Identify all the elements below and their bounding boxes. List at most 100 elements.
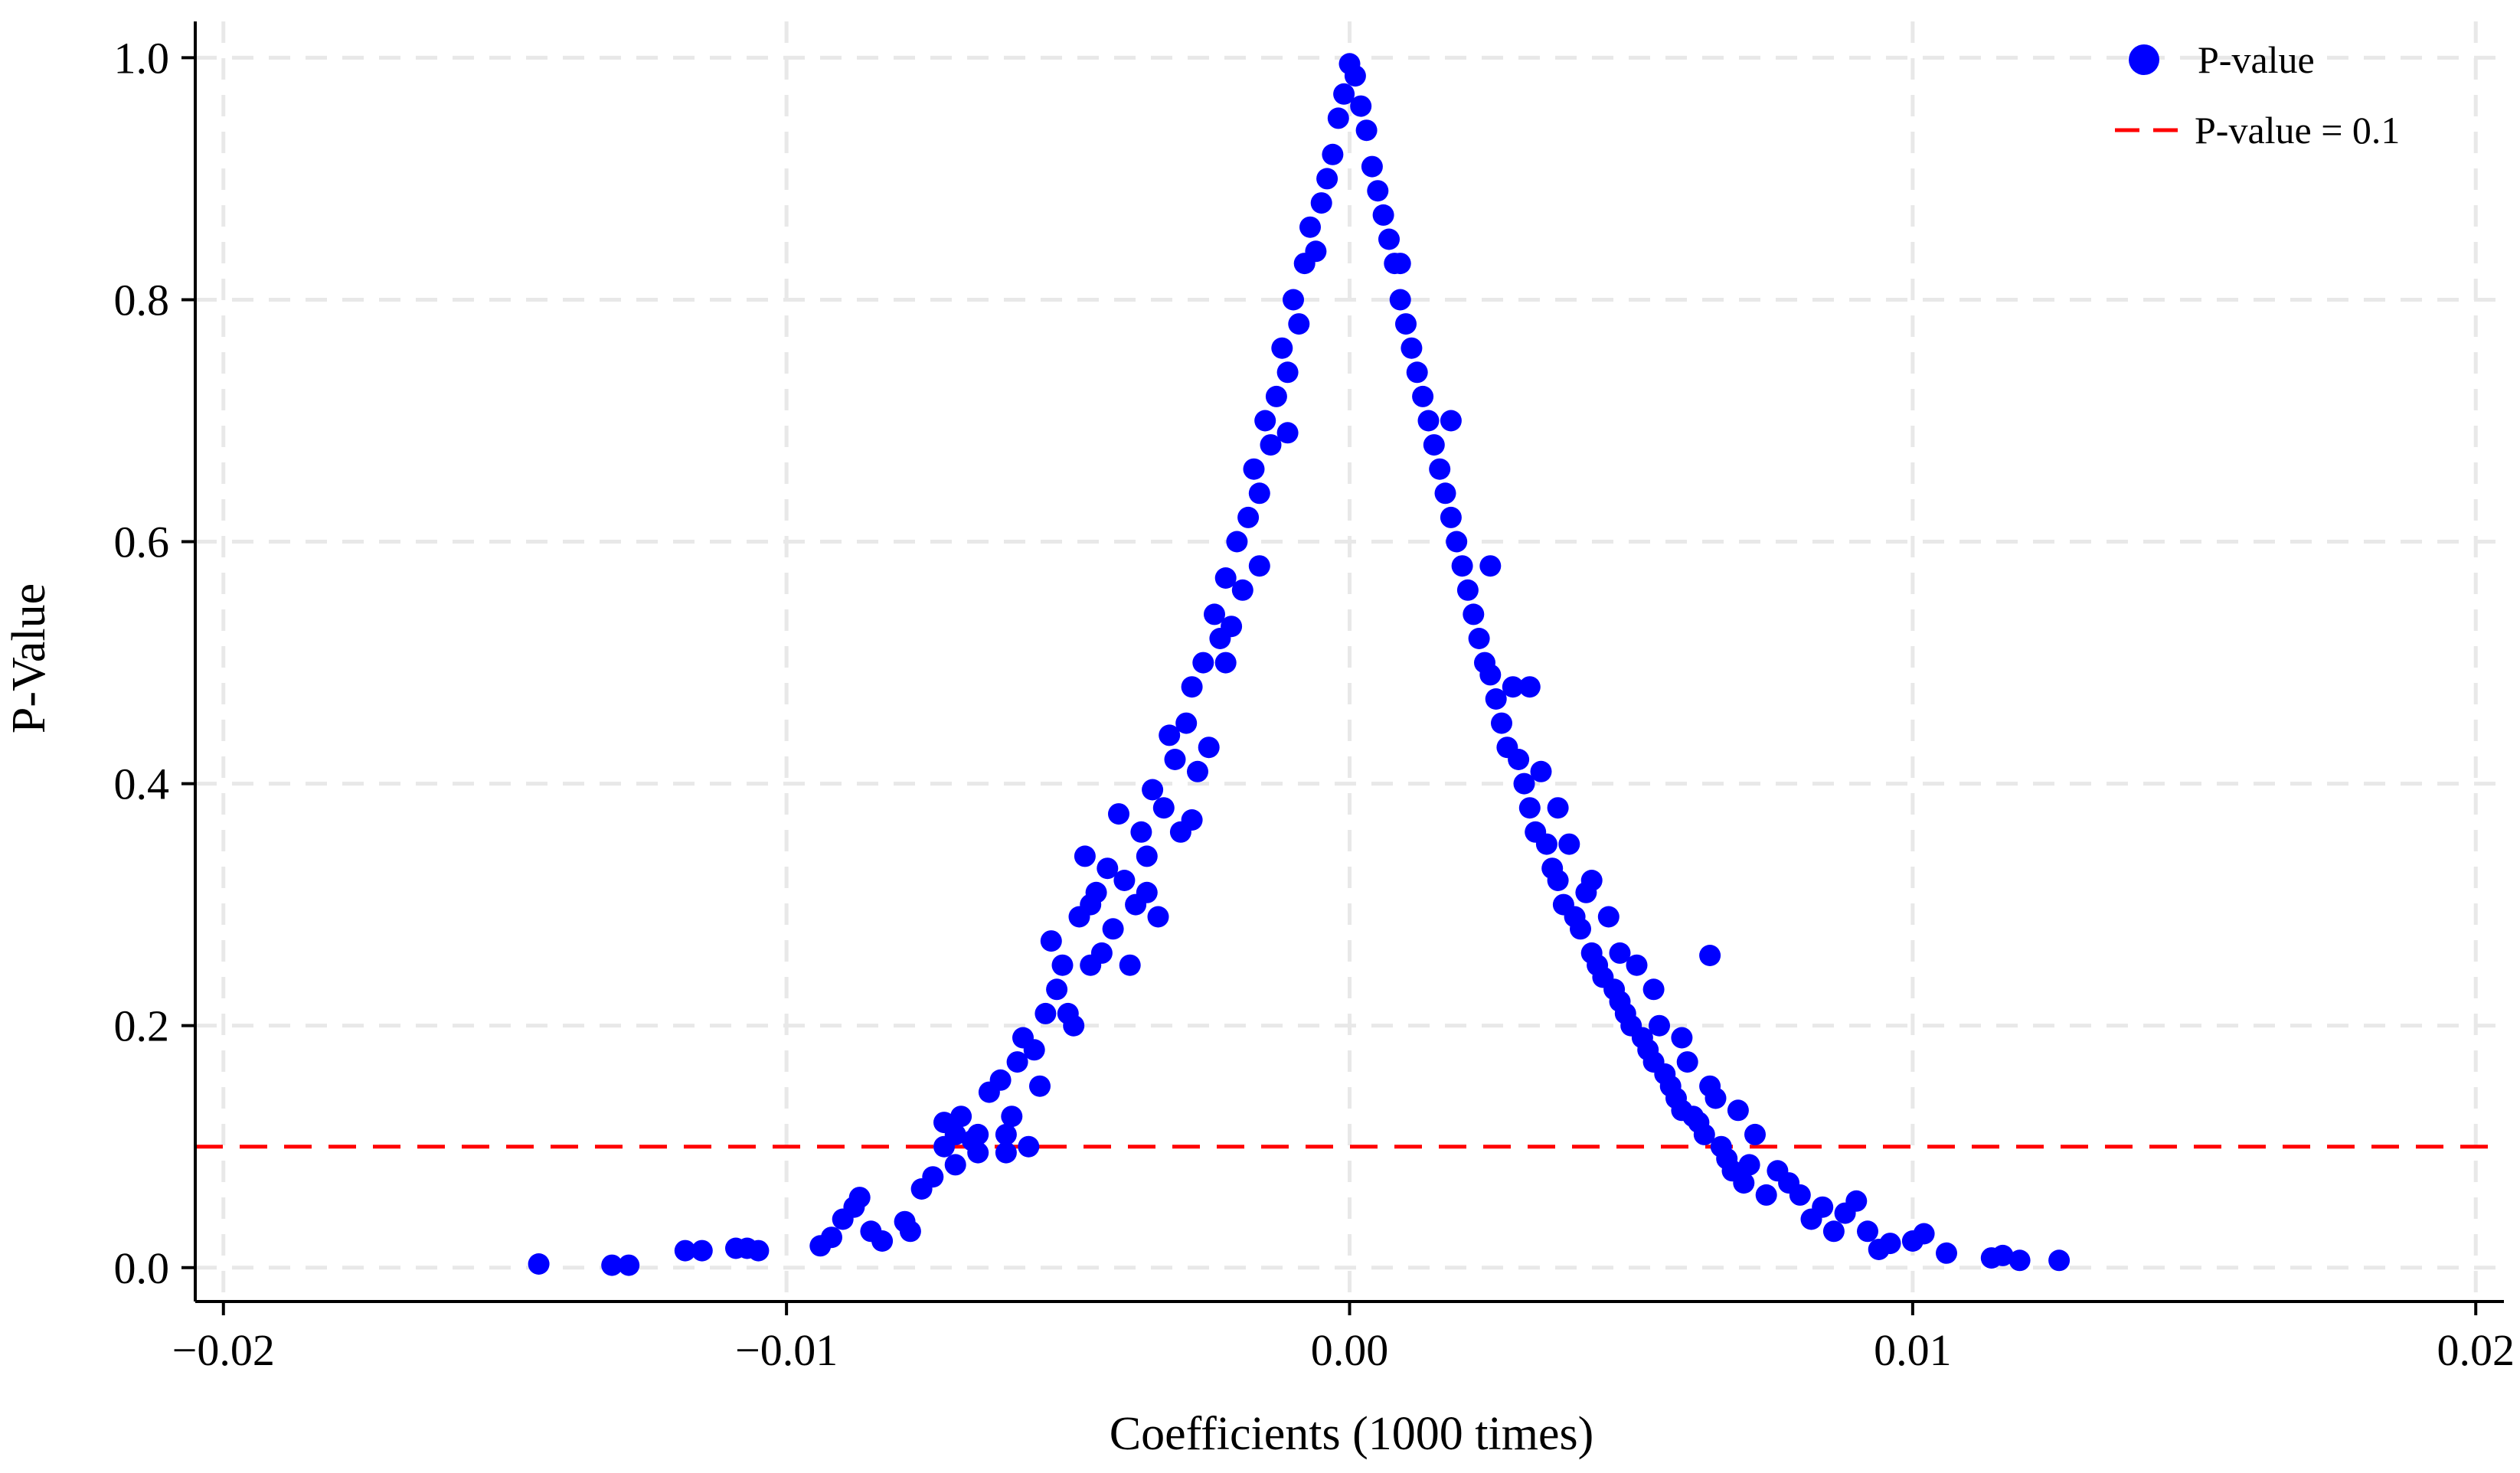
data-point-2 [618,1254,640,1276]
data-point-160 [1755,1184,1777,1206]
data-point-18 [922,1166,944,1188]
data-point-100 [1406,361,1428,384]
data-point-36 [1046,978,1068,1001]
data-point-143 [1649,1014,1670,1037]
data-point-87 [1333,83,1355,105]
data-point-37 [1051,954,1074,976]
data-point-189 [1440,410,1462,432]
data-point-82 [1305,240,1327,263]
data-point-163 [1789,1184,1811,1206]
data-point-120 [1518,797,1541,819]
data-point-129 [1570,918,1591,940]
data-point-98 [1395,313,1417,335]
data-point-93 [1367,180,1389,202]
data-point-102 [1417,410,1440,432]
data-point-134 [1597,906,1620,928]
data-point-45 [1097,857,1119,880]
data-point-72 [1248,482,1270,505]
data-point-9 [821,1226,842,1249]
data-point-194 [1609,942,1631,964]
data-point-169 [1857,1220,1878,1243]
data-point-55 [1152,797,1175,819]
data-point-193 [1580,870,1603,891]
data-point-159 [1744,1123,1766,1145]
data-point-14 [871,1230,894,1252]
data-point-139 [1626,954,1648,976]
data-point-54 [1147,906,1169,928]
data-point-125 [1547,870,1569,891]
y-tick-label-5: 1.0 [114,33,170,83]
data-point-47 [1108,803,1129,825]
data-point-148 [1676,1051,1698,1073]
data-point-39 [1063,1014,1085,1037]
x-tick-label-0: −0.02 [172,1325,275,1375]
data-point-180 [967,1123,989,1145]
data-point-186 [1248,555,1270,577]
data-point-183 [1136,881,1158,903]
data-point-157 [1727,1099,1749,1122]
data-point-59 [1175,712,1198,734]
data-point-57 [1164,749,1186,770]
data-point-192 [1547,797,1569,819]
data-point-44 [1090,942,1113,964]
data-point-174 [1936,1242,1957,1264]
data-point-110 [1463,603,1485,625]
data-point-105 [1434,482,1456,505]
data-point-4 [691,1239,713,1262]
data-point-69 [1231,579,1253,601]
data-point-198 [1738,1154,1760,1176]
data-point-119 [1513,772,1535,795]
x-tick-label-1: −0.01 [735,1325,838,1375]
data-point-21 [944,1154,966,1176]
data-point-114 [1485,688,1507,710]
data-point-61 [1187,760,1208,782]
y-axis-label: P-Value [3,583,55,733]
data-point-115 [1491,712,1512,734]
data-point-97 [1389,289,1411,311]
data-point-67 [1221,616,1243,638]
data-point-48 [1113,870,1136,891]
data-point-197 [1699,1075,1721,1097]
data-point-176 [1992,1244,2014,1266]
y-tick-label-2: 0.4 [114,759,170,809]
data-point-187 [1276,422,1299,444]
data-point-41 [1074,845,1096,867]
data-point-104 [1429,458,1451,480]
data-point-70 [1237,506,1260,528]
data-point-12 [848,1187,871,1209]
data-point-31 [1018,1135,1040,1158]
data-point-101 [1412,385,1434,407]
data-point-92 [1361,155,1383,178]
data-point-7 [747,1239,770,1262]
data-point-99 [1401,337,1423,359]
data-point-123 [1535,833,1557,855]
data-point-106 [1440,506,1462,528]
x-tick-label-2: 0.00 [1311,1325,1389,1375]
data-point-111 [1468,628,1490,649]
data-point-1 [601,1254,623,1276]
data-point-127 [1558,833,1580,855]
data-point-68 [1226,531,1248,553]
legend-label-p-value: P-value [2198,38,2315,81]
data-point-0 [528,1253,550,1275]
data-point-89 [1344,65,1366,87]
data-point-109 [1456,579,1479,601]
data-point-32 [1023,1039,1045,1061]
data-point-73 [1254,410,1276,432]
data-point-94 [1372,204,1394,226]
y-axis-ticks: 0.0 0.2 0.4 0.6 0.8 1.0 [114,33,195,1293]
data-point-158 [1733,1172,1755,1194]
data-point-27 [995,1141,1017,1164]
data-point-117 [1502,676,1524,698]
data-point-185 [1214,652,1237,674]
x-axis-ticks: −0.02 −0.01 0.00 0.01 0.02 [172,1302,2515,1375]
data-point-108 [1451,555,1473,577]
y-tick-label-3: 0.6 [114,518,170,567]
data-point-63 [1198,736,1220,759]
data-point-165 [1812,1196,1834,1218]
data-point-66 [1214,567,1237,589]
data-point-184 [1181,809,1203,831]
data-point-75 [1265,385,1287,407]
x-tick-label-3: 0.01 [1874,1325,1952,1375]
data-point-22 [950,1106,972,1128]
